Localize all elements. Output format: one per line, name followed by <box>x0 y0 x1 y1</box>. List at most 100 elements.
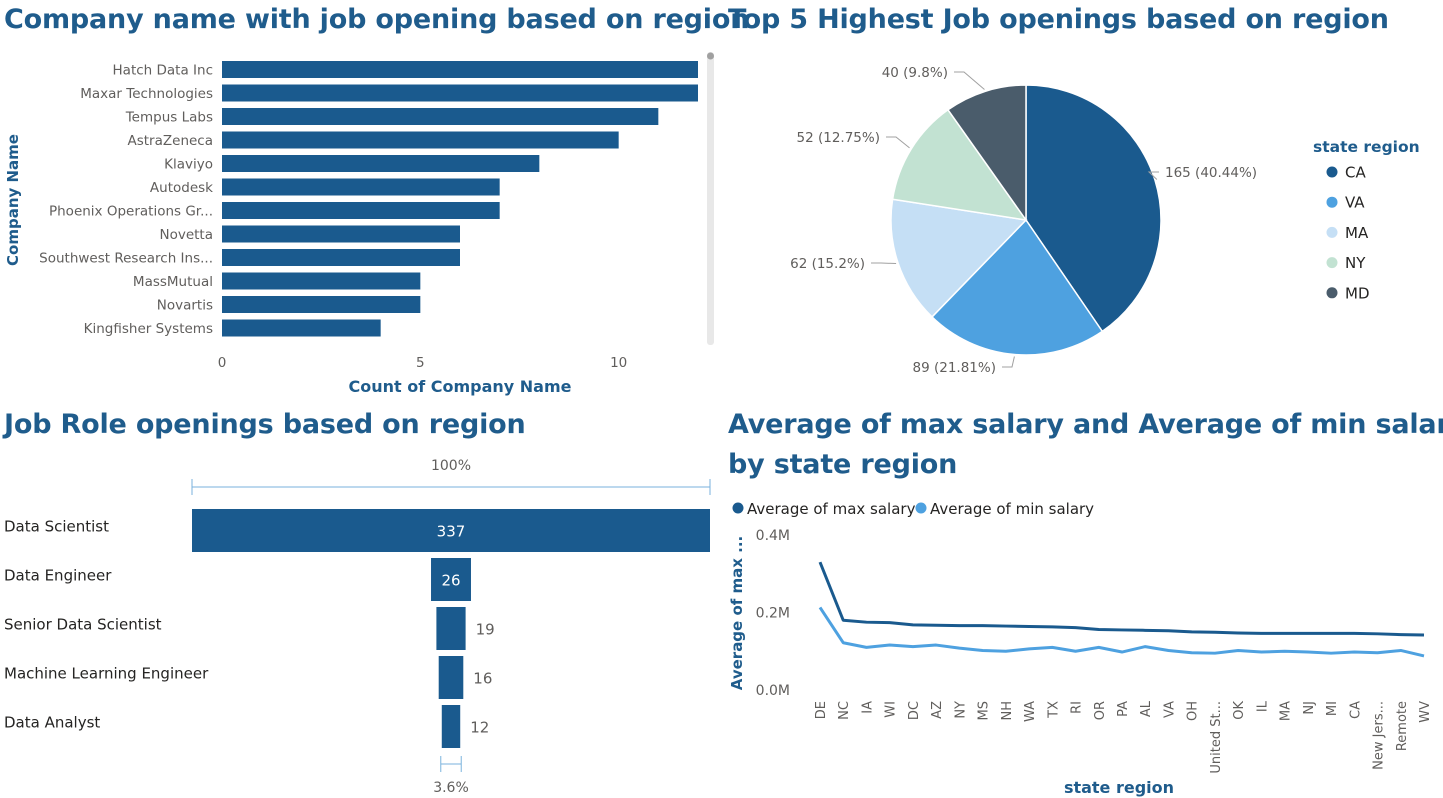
x-tick-label: 5 <box>416 355 425 371</box>
company-bar-title: Company name with job opening based on r… <box>4 4 750 35</box>
x-tick-label: RI <box>1070 701 1085 714</box>
job-role-funnel-panel: Job Role openings based on region 100% Da… <box>0 405 720 798</box>
series-line <box>818 561 1425 637</box>
company-label: Maxar Technologies <box>80 86 213 102</box>
pie-slice <box>890 198 1028 318</box>
x-tick-label: OH <box>1186 701 1201 721</box>
x-tick-label: DC <box>907 701 922 720</box>
pie-legend-marker <box>1326 166 1338 178</box>
pie-legend-label: VA <box>1345 194 1365 212</box>
y-tick-label: 0.0M <box>756 683 790 699</box>
x-tick-label: CA <box>1348 701 1363 719</box>
region-pie-panel: Top 5 Highest Job openings based on regi… <box>724 0 1443 400</box>
y-tick-label: 0.2M <box>756 606 790 622</box>
pie-slice <box>930 218 1104 356</box>
x-tick-label: New Jers... <box>1372 701 1387 770</box>
company-label: Tempus Labs <box>125 110 213 126</box>
x-tick-label: DE <box>814 701 829 719</box>
pie-data-label: 40 (9.8%) <box>882 65 948 81</box>
funnel-category-label: Data Scientist <box>4 518 109 536</box>
company-label: Phoenix Operations Gr... <box>49 204 213 220</box>
x-tick-label: TX <box>1046 701 1061 719</box>
company-label: Klaviyo <box>164 157 213 173</box>
series-line <box>818 606 1425 658</box>
x-tick-label: WA <box>1023 701 1038 722</box>
x-tick-label: 0 <box>218 355 227 371</box>
x-tick-label: IL <box>1255 700 1270 712</box>
pie-slice <box>891 108 1028 222</box>
company-label: Novartis <box>157 298 213 314</box>
x-tick-label: WV <box>1418 701 1433 723</box>
funnel-bottom-percent: 3.6% <box>433 780 469 796</box>
company-label: Hatch Data Inc <box>113 63 213 79</box>
funnel-value-label: 16 <box>473 670 492 688</box>
pie-legend-label: MA <box>1345 224 1369 242</box>
pie-data-label: 89 (21.81%) <box>913 360 996 376</box>
funnel-bar <box>441 705 461 748</box>
funnel-bar <box>192 509 710 552</box>
line-legend-marker <box>915 502 927 514</box>
y-axis-title: Company Name <box>4 134 22 266</box>
funnel-bar <box>431 558 471 601</box>
x-axis-title: state region <box>1064 778 1174 797</box>
company-bar-panel: Company name with job opening based on r… <box>0 0 749 400</box>
company-bar <box>222 131 619 149</box>
company-label: Kingfisher Systems <box>84 321 213 337</box>
scrollbar-thumb <box>707 52 714 60</box>
job-role-funnel-chart: 100% Data Scientist 337 Data Engineer 26 Seni… <box>4 458 711 796</box>
pie-legend-marker <box>1326 287 1338 299</box>
salary-line-chart: Average of max salary Average of min sala… <box>728 500 1433 797</box>
funnel-value-label: 337 <box>437 523 466 541</box>
company-bar <box>222 225 460 243</box>
line-legend-label: Average of max salary <box>747 500 916 518</box>
pie-slice <box>946 84 1027 223</box>
funnel-category-label: Data Engineer <box>4 567 112 585</box>
x-tick-label: MA <box>1279 701 1294 721</box>
company-label: Novetta <box>159 227 213 243</box>
x-tick-label: 10 <box>610 355 627 371</box>
x-tick-label: NH <box>1000 701 1015 721</box>
y-tick-label: 0.4M <box>756 528 790 544</box>
funnel-value-label: 19 <box>476 621 495 639</box>
pie-legend-label: MD <box>1345 284 1370 302</box>
pie-leader-line <box>1002 356 1015 368</box>
x-axis-title: Count of Company Name <box>348 377 571 396</box>
company-bar <box>222 249 460 266</box>
pie-leader-line <box>871 262 897 265</box>
x-tick-label: AZ <box>930 701 945 719</box>
company-bar <box>222 61 698 78</box>
funnel-bar <box>438 656 464 699</box>
funnel-bar <box>436 607 466 650</box>
region-pie-title: Top 5 Highest Job openings based on regi… <box>728 4 1389 35</box>
pie-data-label: 165 (40.44%) <box>1165 165 1257 181</box>
line-legend-marker <box>732 502 744 514</box>
company-bar <box>222 296 421 313</box>
funnel-category-label: Senior Data Scientist <box>4 616 162 634</box>
salary-line-panel: Average of max salary and Average of min… <box>724 405 1443 798</box>
x-tick-label: NJ <box>1302 701 1317 715</box>
x-tick-label: VA <box>1162 701 1177 718</box>
pie-legend-marker <box>1326 226 1338 238</box>
company-label: MassMutual <box>133 274 213 290</box>
pie-data-label: 62 (15.2%) <box>790 256 865 272</box>
x-tick-label: Remote <box>1395 701 1410 751</box>
x-tick-label: IA <box>860 701 875 714</box>
x-tick-label: OR <box>1093 701 1108 720</box>
line-legend-label: Average of min salary <box>930 500 1094 518</box>
pie-leader-line <box>954 71 985 90</box>
x-tick-label: PA <box>1116 701 1131 717</box>
company-label: Southwest Research Ins... <box>39 251 213 267</box>
funnel-value-label: 26 <box>441 572 460 590</box>
pie-data-label: 52 (12.75%) <box>797 130 880 146</box>
salary-line-title-2: by state region <box>728 449 958 480</box>
x-tick-label: NY <box>953 701 968 719</box>
pie-leader-line <box>886 136 910 149</box>
x-tick-label: OK <box>1232 701 1247 720</box>
pie-legend-marker <box>1326 257 1338 269</box>
pie-slice <box>1025 84 1162 333</box>
company-bar <box>222 108 659 125</box>
x-tick-label: WI <box>884 701 899 718</box>
company-bar <box>222 84 698 102</box>
pie-legend-marker <box>1326 196 1338 208</box>
company-label: Autodesk <box>150 180 213 196</box>
